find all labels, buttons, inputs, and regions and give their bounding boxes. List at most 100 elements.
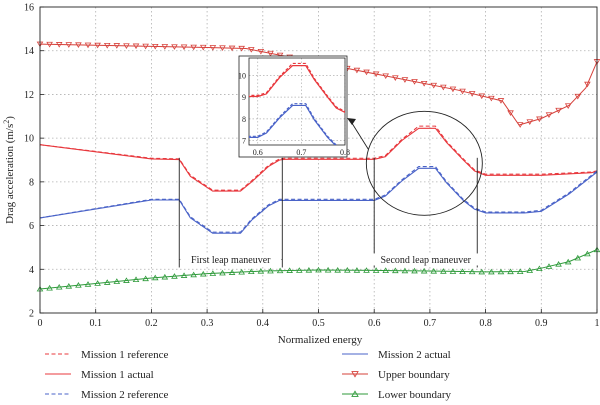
series-line-lower-boundary <box>39 249 598 290</box>
x-tick-label: 0.5 <box>312 318 325 329</box>
y-tick-label: 12 <box>24 90 34 101</box>
series-marker-upper-boundary <box>228 45 236 52</box>
series-marker-upper-boundary <box>555 107 562 114</box>
series-marker-lower-boundary <box>219 269 226 276</box>
series-marker-lower-boundary <box>536 265 543 272</box>
series-marker-lower-boundary <box>103 279 111 285</box>
inset-x-tick-label: 0.6 <box>253 148 263 157</box>
inset-y-tick-label: 8 <box>242 115 246 124</box>
series-marker-upper-boundary <box>564 103 572 109</box>
series-marker-upper-boundary <box>171 44 178 50</box>
grid-layer <box>40 7 597 313</box>
series-marker-upper-boundary <box>440 84 447 91</box>
series-marker-lower-boundary <box>305 267 313 273</box>
inset-y-tick-label: 9 <box>242 93 246 102</box>
series-marker-upper-boundary <box>161 44 169 50</box>
legend-item-mission-1-actual: Mission 1 actual <box>45 369 154 381</box>
series-marker-upper-boundary <box>478 93 486 100</box>
series-marker-upper-boundary <box>401 77 409 83</box>
series-marker-upper-boundary <box>65 42 73 48</box>
zoom-arrow-line <box>349 119 369 150</box>
legend-swatch-marker <box>351 371 359 378</box>
series-marker-lower-boundary <box>171 273 178 279</box>
inset-series-group <box>249 62 345 145</box>
series-marker-upper-boundary <box>372 71 380 78</box>
y-tick-label: 10 <box>24 134 34 145</box>
x-tick-label: 0.3 <box>201 318 214 329</box>
series-marker-lower-boundary <box>180 272 188 278</box>
series-marker-lower-boundary <box>382 267 390 273</box>
series-marker-lower-boundary <box>84 281 92 287</box>
legend-label: Mission 1 actual <box>81 369 154 381</box>
series-marker-lower-boundary <box>286 267 293 273</box>
inset-x-tick-label: 0.8 <box>340 148 350 157</box>
series-marker-lower-boundary <box>497 268 505 275</box>
series-marker-upper-boundary <box>584 81 591 88</box>
x-tick-label: 0.6 <box>368 318 381 329</box>
series-marker-lower-boundary <box>190 271 197 278</box>
series-marker-upper-boundary <box>267 50 274 57</box>
y-axis-title-close: ) <box>4 116 16 120</box>
series-marker-upper-boundary <box>497 98 505 104</box>
series-marker-lower-boundary <box>123 277 130 283</box>
series-marker-upper-boundary <box>449 86 457 93</box>
series-marker-lower-boundary <box>526 267 534 273</box>
annotation-layer: First leap maneuver Second leap maneuver <box>178 110 483 268</box>
series-marker-lower-boundary <box>420 267 428 274</box>
series-marker-lower-boundary <box>430 267 438 274</box>
series-lower-boundary <box>36 246 600 292</box>
series-marker-lower-boundary <box>344 267 351 273</box>
series-marker-upper-boundary <box>199 44 207 51</box>
series-marker-lower-boundary <box>564 258 572 265</box>
series-marker-upper-boundary <box>151 43 159 50</box>
inset-series-line-mission-1-actual <box>249 65 345 113</box>
series-marker-lower-boundary <box>113 278 121 284</box>
series-marker-upper-boundary <box>526 119 534 125</box>
series-marker-upper-boundary <box>94 42 101 49</box>
legend-label: Mission 1 reference <box>81 349 168 361</box>
series-marker-upper-boundary <box>219 45 226 51</box>
series-marker-upper-boundary <box>430 82 438 89</box>
x-tick-label: 0.9 <box>535 318 548 329</box>
series-marker-upper-boundary <box>411 79 418 85</box>
annotation-label-bg <box>372 253 479 266</box>
series-marker-upper-boundary <box>247 47 255 53</box>
series-marker-upper-boundary <box>238 45 245 52</box>
series-marker-lower-boundary <box>392 267 399 274</box>
series-marker-upper-boundary <box>516 122 524 128</box>
series-marker-lower-boundary <box>247 268 255 275</box>
series-marker-upper-boundary <box>113 43 121 49</box>
x-tick-label: 0.2 <box>145 318 158 329</box>
legend: Mission 1 reference Mission 1 actual Missi… <box>45 349 452 401</box>
series-marker-upper-boundary <box>46 41 53 48</box>
series-marker-lower-boundary <box>440 268 447 274</box>
series-marker-lower-boundary <box>65 283 73 289</box>
series-marker-lower-boundary <box>257 267 265 274</box>
series-marker-upper-boundary <box>209 45 217 51</box>
legend-label: Upper boundary <box>378 369 450 381</box>
inset-x-tick-label: 0.7 <box>296 148 306 157</box>
series-line-mission-2-reference <box>39 166 598 233</box>
series-marker-lower-boundary <box>507 268 514 275</box>
series-marker-lower-boundary <box>488 268 495 275</box>
inset-series-line-mission-1-reference <box>249 62 345 112</box>
y-tick-label: 6 <box>29 221 34 232</box>
series-marker-lower-boundary <box>55 283 63 290</box>
y-tick-label: 14 <box>24 46 34 57</box>
zoom-arrow-head <box>347 118 356 125</box>
legend-item-upper-boundary: Upper boundary <box>342 369 450 381</box>
series-marker-lower-boundary <box>46 284 53 291</box>
series-marker-upper-boundary <box>363 69 370 76</box>
y-tick-label: 8 <box>29 177 34 188</box>
legend-label: Mission 2 reference <box>81 389 168 401</box>
inset-layer: 0.6 0.7 0.8 7 8 9 10 <box>238 55 350 158</box>
x-tick-label: 0.4 <box>257 318 270 329</box>
series-marker-lower-boundary <box>75 282 82 288</box>
annotation-label: First leap maneuver <box>191 255 271 266</box>
series-marker-upper-boundary <box>55 42 63 48</box>
y-axis-title-main: Drag acceleration (m/s <box>4 124 16 224</box>
series-marker-upper-boundary <box>353 67 361 74</box>
y-axis-title-sup: 2 <box>2 120 11 124</box>
